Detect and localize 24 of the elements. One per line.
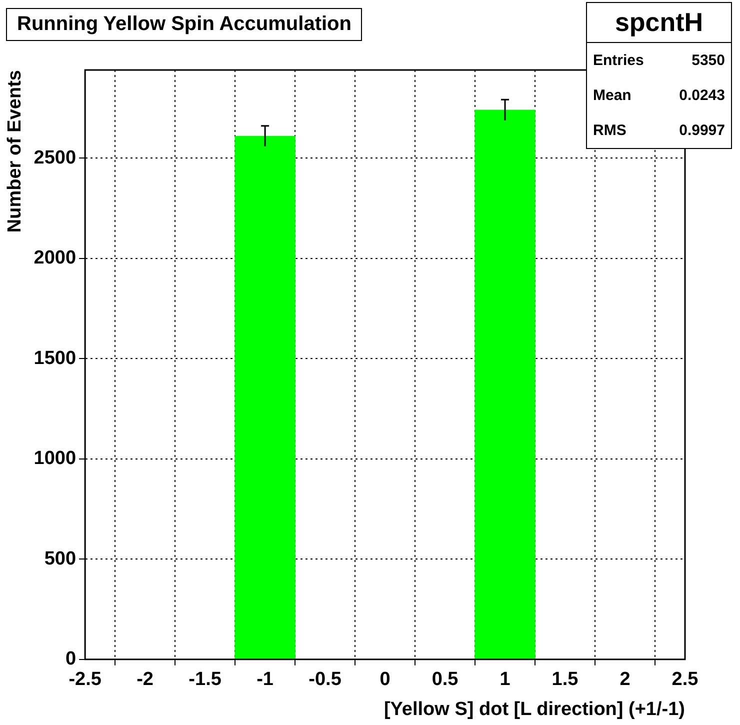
x-tick-label: -0.5 [308, 669, 342, 690]
chart-title: Running Yellow Spin Accumulation [6, 8, 362, 41]
x-axis-title: [Yellow S] dot [L direction] (+1/-1) [384, 698, 685, 720]
y-tick-label: 500 [44, 548, 76, 570]
y-tick-label: 1000 [34, 448, 76, 470]
x-tick-label: -1 [256, 669, 274, 690]
text: spcntH [587, 3, 731, 43]
x-tick-label: -2 [136, 669, 154, 690]
x-tick-label: 0 [380, 669, 390, 690]
x-tick-label: 1.5 [552, 669, 579, 690]
x-tick-label: 2 [620, 669, 630, 690]
x-tick-label: 0.5 [432, 669, 459, 690]
y-tick-label: 0 [65, 648, 76, 670]
y-tick-label: 2500 [34, 147, 76, 168]
text: Mean 0.0243 [593, 87, 725, 104]
x-tick-label: 1 [500, 669, 511, 690]
y-axis-title: Number of Events [4, 70, 26, 233]
text: RMS 0.9997 [593, 122, 725, 139]
x-tick-label: -2.5 [68, 669, 102, 690]
text: Entries 5350 [593, 52, 725, 69]
x-tick-label: -1.5 [188, 669, 222, 690]
y-tick-label: 2000 [34, 248, 76, 269]
y-tick-label: 1500 [34, 348, 76, 369]
x-tick-label: 2.5 [672, 669, 699, 690]
